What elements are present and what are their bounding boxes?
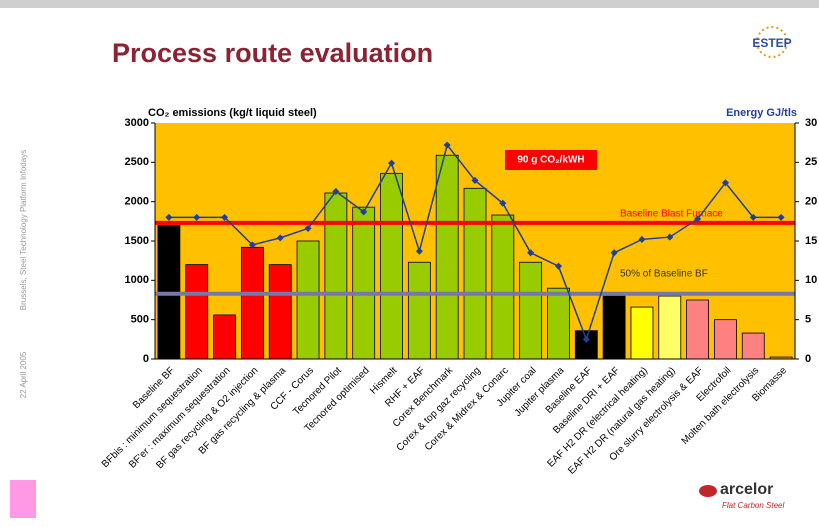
arcelor-logo: arcelor xyxy=(720,481,773,498)
bar xyxy=(435,154,459,360)
y-tick-label: 1000 xyxy=(125,274,149,286)
bar xyxy=(213,314,236,360)
line-marker xyxy=(582,335,590,343)
bar xyxy=(352,206,376,360)
y2-axis-title: Energy GJ/tls xyxy=(726,107,797,119)
line-marker xyxy=(415,247,423,255)
y2-tick-label: 0 xyxy=(805,353,811,365)
line-marker xyxy=(360,208,368,216)
line-marker xyxy=(749,213,757,221)
bar xyxy=(491,214,515,360)
bar xyxy=(407,261,431,360)
y2-tick-label: 10 xyxy=(805,274,817,286)
bottom-left-logo xyxy=(10,480,36,518)
bar xyxy=(547,287,570,360)
arcelor-subtitle: Flat Carbon Steel xyxy=(722,501,784,510)
y2-tick-label: 20 xyxy=(805,196,817,208)
side-text: Brussels, Steel Technology Platform Info… xyxy=(19,150,28,310)
bar xyxy=(519,261,543,360)
bar xyxy=(630,306,654,360)
estep-logo-ring xyxy=(756,26,788,58)
line-marker xyxy=(554,262,563,270)
y2-tick-label: 25 xyxy=(805,156,817,168)
line-marker xyxy=(499,199,507,207)
y2-tick-label: 30 xyxy=(805,117,817,129)
line-marker xyxy=(638,235,646,243)
bar xyxy=(714,319,737,360)
line-marker xyxy=(721,179,729,187)
bar xyxy=(574,330,598,360)
bar xyxy=(240,246,264,360)
y-tick-label: 1500 xyxy=(125,235,149,247)
bar xyxy=(602,295,626,360)
line-marker xyxy=(387,159,396,167)
slide-title: Process route evaluation xyxy=(112,38,433,68)
line-marker xyxy=(443,141,451,149)
line-marker xyxy=(332,187,340,195)
y-tick-label: 2000 xyxy=(125,196,149,208)
bar xyxy=(741,332,765,360)
line-marker xyxy=(165,213,173,221)
bar xyxy=(185,264,209,360)
line-marker xyxy=(276,234,284,242)
line-marker xyxy=(527,249,535,257)
y2-tick-label: 15 xyxy=(805,235,817,247)
y-axis-title: CO₂ emissions (kg/t liquid steel) xyxy=(148,107,317,119)
bar xyxy=(268,264,292,360)
y-tick-label: 0 xyxy=(143,353,149,365)
bar xyxy=(324,192,348,360)
line-marker xyxy=(248,241,256,249)
line-marker xyxy=(304,224,312,232)
annotation: 90 g CO₂/kWH xyxy=(517,155,584,166)
line-marker xyxy=(193,213,201,221)
estep-logo: ESTEP xyxy=(752,36,791,50)
annotation-box xyxy=(505,150,597,170)
y2-tick-label: 5 xyxy=(805,314,811,326)
y-tick-label: 500 xyxy=(131,314,149,326)
line-marker xyxy=(221,213,229,221)
line-marker xyxy=(610,249,618,257)
y-tick-label: 3000 xyxy=(125,117,149,129)
arcelor-logo-mark xyxy=(699,485,717,497)
bar xyxy=(296,240,320,360)
line-marker xyxy=(471,176,479,184)
bar xyxy=(658,295,682,360)
chart: 0 500 1000 1500 2000 2500 3000 0 5 10 15 20 25 30 Base… xyxy=(100,107,817,477)
reference-label: Baseline Blast Furnace xyxy=(620,209,723,220)
line-marker xyxy=(777,213,785,221)
bar xyxy=(380,172,403,360)
y-tick-label: 2500 xyxy=(125,156,149,168)
line-marker xyxy=(666,233,674,241)
bar xyxy=(463,187,487,360)
side-date: 22 April 2005 xyxy=(19,351,28,398)
bar xyxy=(686,299,710,360)
line-marker xyxy=(694,215,702,223)
top-strip xyxy=(0,0,819,8)
reference-label: 50% of Baseline BF xyxy=(620,268,708,279)
